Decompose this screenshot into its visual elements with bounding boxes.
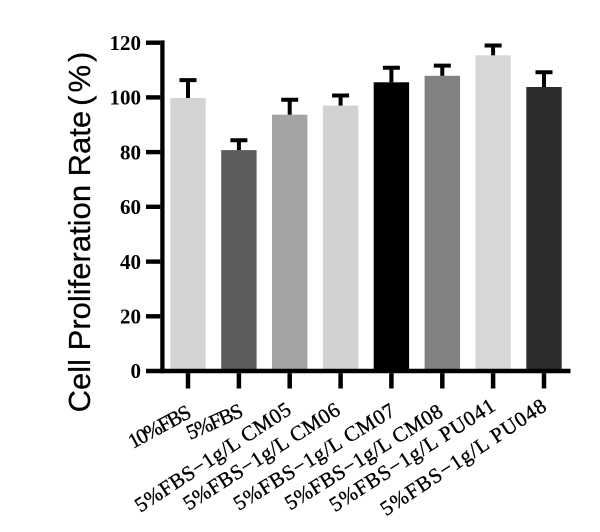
svg-text:80: 80	[120, 140, 141, 164]
svg-text:0: 0	[131, 359, 142, 383]
svg-text:60: 60	[120, 195, 141, 219]
svg-text:120: 120	[110, 31, 142, 55]
svg-text:100: 100	[110, 86, 142, 110]
svg-text:Cell Proliferation Rate(%): Cell Proliferation Rate(%)	[62, 52, 97, 413]
svg-text:20: 20	[120, 305, 141, 329]
svg-text:40: 40	[120, 250, 141, 274]
